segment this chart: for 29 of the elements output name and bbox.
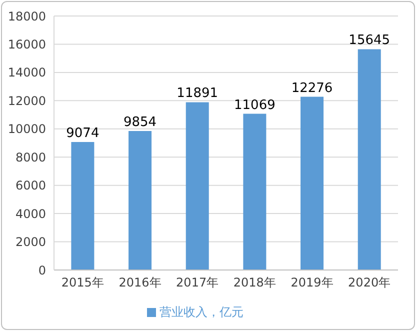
bar (243, 114, 266, 270)
bar (128, 130, 152, 270)
data-label: 12276 (291, 80, 333, 96)
y-tick-label: 6000 (15, 178, 46, 193)
bar (71, 142, 94, 270)
data-label: 9074 (66, 126, 100, 141)
y-tick-label: 18000 (8, 9, 46, 24)
legend-label: 营业收入，亿元 (160, 305, 244, 319)
y-tick-label: 0 (38, 263, 46, 278)
y-tick-label: 16000 (8, 37, 46, 52)
bar (186, 102, 209, 270)
data-label: 11069 (234, 98, 276, 113)
data-label: 11891 (176, 86, 218, 102)
x-tick-label: 2019年 (290, 276, 334, 290)
x-tick-label: 2015年 (61, 276, 104, 290)
y-tick-label: 14000 (8, 66, 46, 80)
bar (300, 96, 324, 270)
bar (358, 49, 381, 270)
y-tick-label: 2000 (15, 235, 46, 250)
x-tick-label: 2018年 (233, 276, 276, 290)
data-label: 15645 (348, 33, 390, 48)
y-tick-label: 12000 (8, 94, 46, 108)
x-tick-label: 2016年 (118, 276, 162, 290)
data-label: 9854 (123, 114, 157, 130)
x-tick-label: 2017年 (176, 276, 219, 290)
y-tick-label: 4000 (15, 206, 46, 221)
y-tick-label: 8000 (15, 150, 46, 164)
x-tick-label: 2020年 (348, 276, 391, 290)
y-tick-label: 10000 (8, 122, 46, 136)
